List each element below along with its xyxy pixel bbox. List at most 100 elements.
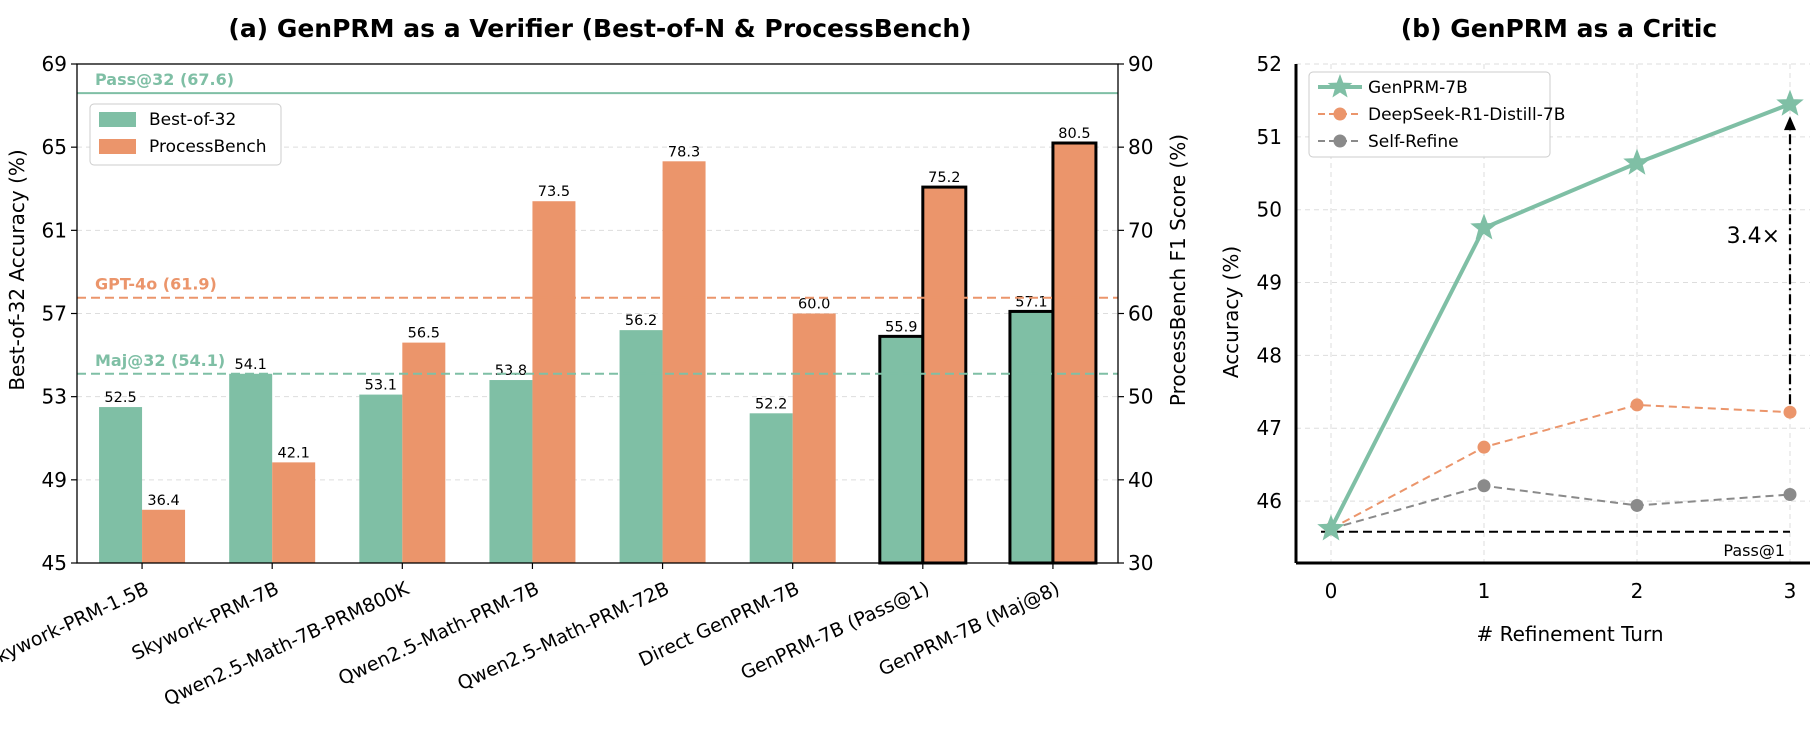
bar-label-best-of-32: 54.1	[235, 357, 267, 373]
bar-label-processbench: 36.4	[147, 493, 179, 509]
bar-processbench	[532, 201, 576, 563]
legend-swatch-processbench	[99, 139, 136, 154]
point-self-refine	[1783, 488, 1797, 502]
series-line-genprm-7b	[1329, 102, 1791, 530]
y-tick-label-right: 60	[1128, 302, 1153, 326]
bar-label-best-of-32: 56.2	[625, 313, 657, 329]
y-tick-label: 48	[1257, 343, 1282, 367]
point-deepseek-r1-distill-7b	[1783, 405, 1797, 419]
panel-b-title: (b) GenPRM as a Critic	[1401, 14, 1718, 43]
bar-label-best-of-32: 55.9	[885, 319, 917, 335]
y-tick-label-right: 30	[1128, 551, 1153, 575]
panel-b-series	[1317, 89, 1804, 541]
bar-best-of-32	[1008, 309, 1055, 565]
point-genprm-7b	[1317, 514, 1345, 541]
y-tick-label: 46	[1257, 489, 1282, 513]
y-tick-label-right: 70	[1128, 218, 1153, 242]
legend-marker-self-refine	[1333, 134, 1347, 148]
panel-a-x-ticks: Skywork-PRM-1.5BSkywork-PRM-7BQwen2.5-Ma…	[0, 563, 1063, 711]
y-tick-label-right: 40	[1128, 468, 1153, 492]
y-tick-label: 45	[42, 551, 67, 575]
annotation-label: 3.4×	[1727, 224, 1780, 249]
panel-a: (a) GenPRM as a Verifier (Best-of-N & Pr…	[0, 14, 1190, 711]
y-tick-label-right: 90	[1128, 52, 1153, 76]
bar-label-processbench: 75.2	[928, 170, 960, 186]
panel-a-bar-labels: 52.5 36.4 54.1 42.1 53.1 56.5 53.8 73.5 56.2 78.3…	[104, 126, 1090, 509]
bar-best-of-32	[489, 380, 533, 563]
bar-processbench	[792, 313, 836, 563]
point-genprm-7b	[1776, 89, 1804, 116]
point-genprm-7b	[1470, 213, 1498, 240]
reference-label-gpt-4o-61-9: GPT-4o (61.9)	[95, 275, 217, 294]
point-deepseek-r1-distill-7b	[1477, 440, 1491, 454]
annotation-arrow-head	[1784, 116, 1796, 131]
bar-label-best-of-32: 53.1	[365, 378, 397, 394]
bar-label-best-of-32: 53.8	[495, 363, 527, 379]
legend-label-processbench: ProcessBench	[149, 137, 267, 157]
legend-marker-deepseek-r1-distill-7b	[1333, 107, 1347, 121]
legend-frame-b	[1308, 71, 1551, 158]
y-tick-label: 61	[42, 218, 67, 242]
point-deepseek-r1-distill-7b	[1630, 398, 1644, 412]
y-tick-label: 69	[42, 52, 67, 76]
panel-a-y-label-right: ProcessBench F1 Score (%)	[1166, 134, 1190, 406]
series-line-deepseek-r1-distill-7b	[1330, 403, 1791, 530]
y-tick-label: 50	[1257, 198, 1282, 222]
panel-a-title: (a) GenPRM as a Verifier (Best-of-N & Pr…	[228, 14, 971, 43]
bar-best-of-32	[99, 407, 143, 563]
x-tick-label-skywork-prm-1-5b: Skywork-PRM-1.5B	[0, 578, 152, 673]
panel-b-reference-line: Pass@1	[1321, 530, 1790, 560]
y-tick-label: 51	[1257, 125, 1282, 149]
panel-b-legend: GenPRM-7B DeepSeek-R1-Distill-7B Self-Refi…	[1308, 71, 1565, 158]
bar-processbench	[272, 462, 316, 563]
y-tick-label: 47	[1257, 416, 1282, 440]
legend-label-self-refine: Self-Refine	[1368, 132, 1459, 152]
point-self-refine	[1477, 479, 1491, 493]
bar-label-processbench: 56.5	[408, 326, 440, 342]
bar-best-of-32	[749, 413, 793, 563]
legend-frame	[89, 103, 282, 166]
y-tick-label: 52	[1257, 52, 1282, 76]
y-tick-label: 53	[42, 385, 67, 409]
panel-a-legend: Best-of-32 ProcessBench	[89, 103, 282, 166]
legend-label-deepseek-r1-distill-7b: DeepSeek-R1-Distill-7B	[1368, 105, 1565, 125]
bar-label-best-of-32: 52.2	[755, 396, 787, 412]
panel-a-bars	[99, 141, 1098, 565]
bar-label-processbench: 80.5	[1058, 126, 1090, 142]
bar-best-of-32	[878, 334, 925, 565]
point-self-refine	[1630, 498, 1644, 512]
panel-b-x-label: # Refinement Turn	[1476, 622, 1663, 646]
legend-marker-genprm-7b	[1327, 74, 1353, 98]
x-tick-label: 1	[1478, 579, 1491, 603]
x-tick-label: 0	[1325, 579, 1338, 603]
bar-processbench	[402, 342, 446, 563]
y-tick-label: 49	[1257, 271, 1282, 295]
panel-a-y-label: Best-of-32 Accuracy (%)	[5, 149, 29, 390]
series-line-self-refine	[1330, 484, 1791, 530]
x-tick-label: 2	[1631, 579, 1644, 603]
point-genprm-7b	[1623, 148, 1651, 175]
bar-label-processbench: 73.5	[538, 184, 570, 200]
bar-label-processbench: 42.1	[278, 445, 310, 461]
legend-label-genprm-7b: GenPRM-7B	[1368, 78, 1468, 98]
bar-processbench	[921, 185, 968, 565]
bar-best-of-32	[229, 373, 273, 563]
reference-label-maj-32-54-1: Maj@32 (54.1)	[95, 351, 225, 370]
bar-label-processbench: 78.3	[668, 144, 700, 160]
y-tick-label: 57	[42, 302, 67, 326]
panel-a-y-ticks: 45 49 53 57 61 65 69	[42, 52, 77, 575]
panel-b-y-label: Accuracy (%)	[1219, 246, 1243, 378]
bar-best-of-32	[359, 394, 403, 563]
x-tick-label-qwen2-5-math-7b-prm800k: Qwen2.5-Math-7B-PRM800K	[161, 577, 413, 710]
reference-label-pass-1: Pass@1	[1723, 541, 1785, 560]
bar-processbench	[1051, 141, 1098, 565]
panel-b-x-ticks: 0 1 2 3	[1325, 579, 1797, 603]
panel-b: (b) GenPRM as a Critic Pass@1 3.4× 46 47 4…	[1219, 14, 1810, 646]
bar-processbench	[142, 509, 186, 563]
bar-best-of-32	[619, 330, 663, 563]
y-tick-label: 49	[42, 468, 67, 492]
reference-label-pass-32-67-6: Pass@32 (67.6)	[95, 70, 234, 89]
panel-b-annotation: 3.4×	[1727, 116, 1796, 405]
